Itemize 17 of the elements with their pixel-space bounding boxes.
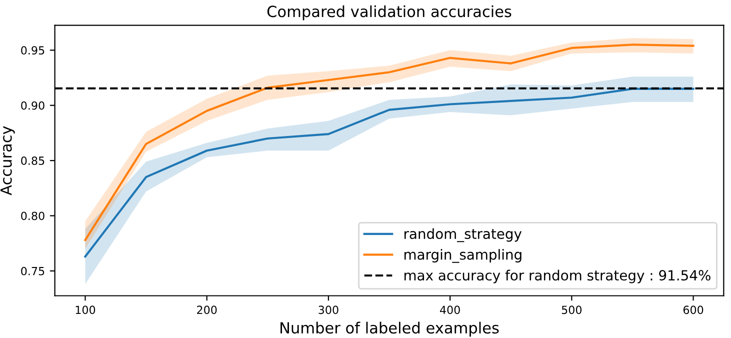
x-tick-label: 100 (76, 306, 96, 314)
legend-label: random_strategy (404, 228, 522, 242)
y-tick-label: 0.80 (21, 212, 44, 220)
x-tick-label: 200 (197, 306, 217, 314)
y-tick-label: 0.90 (21, 101, 44, 110)
chart-title: Compared validation accuracies (267, 5, 512, 20)
x-axis-title: Number of labeled examples (280, 322, 499, 337)
y-tick-label: 0.75 (21, 266, 44, 276)
x-tick-label: 500 (562, 306, 582, 314)
legend-label: max accuracy for random strategy : 91.54% (404, 270, 710, 284)
legend-label: margin_sampling (404, 249, 522, 263)
y-tick-label: 0.95 (21, 46, 44, 55)
y-tick-label: 0.85 (21, 156, 44, 165)
x-tick-label: 300 (318, 306, 338, 314)
y-axis-title: Accuracy (0, 126, 15, 196)
x-tick-label: 400 (440, 306, 460, 314)
x-tick-label: 600 (683, 306, 704, 314)
